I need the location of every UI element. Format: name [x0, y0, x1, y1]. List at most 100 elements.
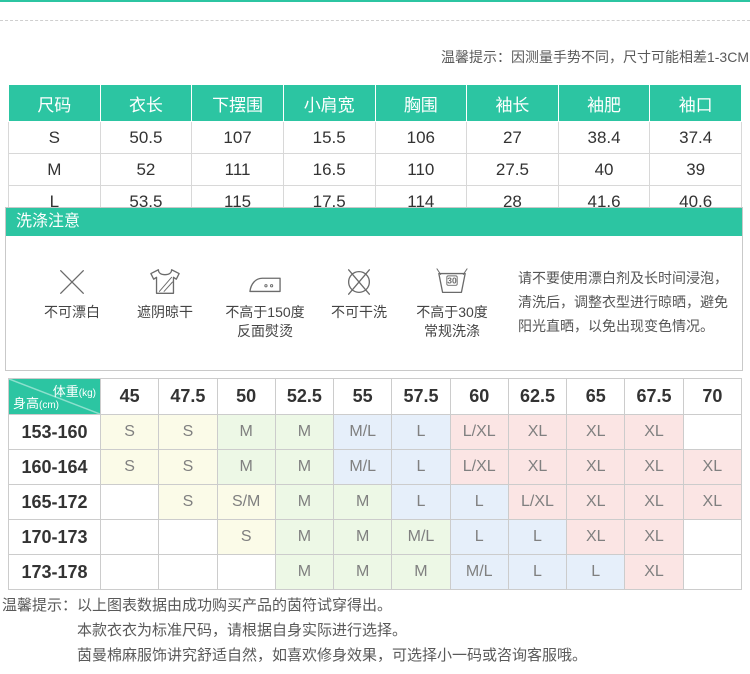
- recommended-size-cell: [682, 554, 743, 590]
- recommended-size-cell: M/L: [391, 519, 451, 555]
- matrix-row: 173-178 M M M M/L L L XL: [8, 554, 743, 590]
- corner-weight-label: 体重(kg): [52, 384, 96, 399]
- recommended-size-cell: M: [274, 554, 335, 590]
- size-value-cell: 107: [191, 121, 284, 154]
- recommended-size-cell: [99, 484, 160, 520]
- recommended-size-cell: M: [274, 414, 335, 450]
- size-value-cell: 106: [374, 121, 468, 154]
- size-value-cell: M: [8, 153, 101, 186]
- recommended-size-cell: XL: [566, 414, 626, 450]
- wash-care-label: 不可干洗: [331, 304, 387, 320]
- recommended-size-cell: M: [274, 449, 335, 485]
- weight-header-cell: 45: [99, 378, 160, 415]
- matrix-row: 170-173 S M M M/L L L XL XL: [8, 519, 743, 555]
- size-value-cell: 111: [191, 153, 284, 186]
- weight-header-cell: 67.5: [624, 378, 684, 415]
- recommended-size-cell: XL: [566, 449, 626, 485]
- size-value-cell: 37.4: [649, 121, 742, 154]
- washing-title: 洗涤注意: [6, 208, 742, 236]
- size-value-cell: S: [8, 121, 101, 154]
- washing-section: 洗涤注意 不可漂白 遮阴晾干 不高于150度 反面熨烫 不可干洗 30 不高于30度 常规洗涤…: [5, 207, 743, 371]
- recommended-size-cell: L/XL: [507, 484, 568, 520]
- bottom-tips-lines: 以上图表数据由成功购买产品的茵符试穿得出。 本款衣衣为标准尺码，请根据自身实际进行…: [77, 593, 587, 668]
- weight-header-cell: 55: [333, 378, 393, 415]
- recommended-size-cell: [158, 554, 218, 590]
- recommended-size-cell: L: [391, 414, 451, 450]
- recommended-size-cell: L: [507, 554, 568, 590]
- matrix-row: 160-164 S S M M M/L L L/XL XL XL XL XL: [8, 449, 743, 485]
- recommended-size-cell: S: [158, 449, 218, 485]
- dashed-divider: [0, 20, 750, 21]
- matrix-body: 153-160 S S M M M/L L L/XL XL XL XL 160-164 S S M M M/L L…: [8, 414, 743, 590]
- recommended-size-cell: XL: [682, 484, 743, 520]
- recommended-size-cell: S: [158, 414, 218, 450]
- size-value-cell: 40: [557, 153, 651, 186]
- weight-header-cell: 57.5: [391, 378, 451, 415]
- size-value-cell: 27.5: [466, 153, 559, 186]
- wash-care-label: 不可漂白: [44, 304, 100, 320]
- recommended-size-cell: [682, 414, 743, 450]
- no-bleach-icon: [26, 266, 118, 298]
- size-table-row: S 50.5 107 15.5 106 27 38.4 37.4: [8, 121, 742, 154]
- wash-care-label: 不高于150度: [225, 304, 305, 320]
- matrix-row: 165-172 S S/M M M L L L/XL XL XL XL: [8, 484, 743, 520]
- recommended-size-cell: M/L: [449, 554, 509, 590]
- washing-note-line: 请不要使用漂白剂及长时间浸泡，: [518, 270, 728, 286]
- height-range-cell: 165-172: [8, 484, 101, 520]
- recommended-size-cell: XL: [682, 449, 743, 485]
- weight-header-cell: 52.5: [274, 378, 335, 415]
- size-column-header: 袖口: [649, 84, 742, 122]
- recommended-size-cell: [99, 519, 160, 555]
- recommended-size-cell: XL: [624, 554, 684, 590]
- recommended-size-cell: XL: [624, 414, 684, 450]
- recommended-size-cell: L: [391, 484, 451, 520]
- recommended-size-cell: L/XL: [449, 414, 509, 450]
- recommended-size-cell: L: [449, 519, 509, 555]
- matrix-header: 体重(kg) 身高(cm) 45 47.5 50 52.5 55 57.5 60 62.5 65…: [8, 378, 743, 415]
- matrix-corner-cell: 体重(kg) 身高(cm): [8, 378, 101, 415]
- size-value-cell: 38.4: [557, 121, 651, 154]
- size-column-header: 下摆围: [191, 84, 284, 122]
- recommended-size-cell: M: [391, 554, 451, 590]
- iron-150-icon: [212, 266, 318, 298]
- size-column-header: 胸围: [374, 84, 468, 122]
- recommended-size-cell: [158, 519, 218, 555]
- size-value-cell: 52: [99, 153, 193, 186]
- washing-body: 不可漂白 遮阴晾干 不高于150度 反面熨烫 不可干洗 30 不高于30度 常规洗涤 请不要使用…: [6, 236, 742, 370]
- matrix-row: 153-160 S S M M M/L L L/XL XL XL XL: [8, 414, 743, 450]
- washing-note: 请不要使用漂白剂及长时间浸泡， 清洗后，调整衣型进行晾晒，避免 阳光直晒，以免出现变…: [504, 266, 736, 338]
- recommended-size-cell: XL: [624, 449, 684, 485]
- height-range-cell: 153-160: [8, 414, 101, 450]
- bottom-tip-line: 茵曼棉麻服饰讲究舒适自然，如喜欢修身效果，可选择小一码或咨询客服哦。: [77, 647, 588, 664]
- recommended-size-cell: S: [158, 484, 218, 520]
- wash-care-label: 反面熨烫: [237, 323, 293, 339]
- size-column-header: 衣长: [99, 84, 193, 122]
- recommended-size-cell: L: [391, 449, 451, 485]
- size-column-header: 袖长: [466, 84, 559, 122]
- recommended-size-cell: M/L: [333, 449, 393, 485]
- wash-care-item: 不可干洗: [318, 266, 400, 322]
- wash-care-item: 不高于150度 反面熨烫: [212, 266, 318, 341]
- size-table-row: M 52 111 16.5 110 27.5 40 39: [8, 153, 742, 186]
- weight-header-cell: 65: [566, 378, 626, 415]
- size-table-body: S 50.5 107 15.5 106 27 38.4 37.4 M 52 111 16.5 110 27…: [8, 121, 742, 218]
- recommended-size-cell: XL: [507, 414, 568, 450]
- wash-care-label: 不高于30度: [416, 304, 488, 320]
- size-column-header: 小肩宽: [282, 84, 376, 122]
- corner-height-label: 身高(cm): [13, 396, 60, 411]
- wash-30-icon: 30: [400, 266, 504, 298]
- diagonal-line: [9, 379, 100, 414]
- recommended-size-cell: XL: [624, 519, 684, 555]
- recommended-size-cell: XL: [566, 484, 626, 520]
- recommended-size-cell: L: [449, 484, 509, 520]
- no-dry-clean-icon: [318, 266, 400, 298]
- recommended-size-cell: XL: [507, 449, 568, 485]
- weight-header-cell: 62.5: [507, 378, 568, 415]
- recommended-size-cell: L: [566, 554, 626, 590]
- recommended-size-cell: [682, 519, 743, 555]
- recommended-size-cell: M: [216, 449, 276, 485]
- recommended-size-cell: S: [99, 449, 160, 485]
- size-column-header: 袖肥: [557, 84, 651, 122]
- size-table-header: 尺码 衣长 下摆围 小肩宽 胸围 袖长 袖肥 袖口: [8, 84, 742, 122]
